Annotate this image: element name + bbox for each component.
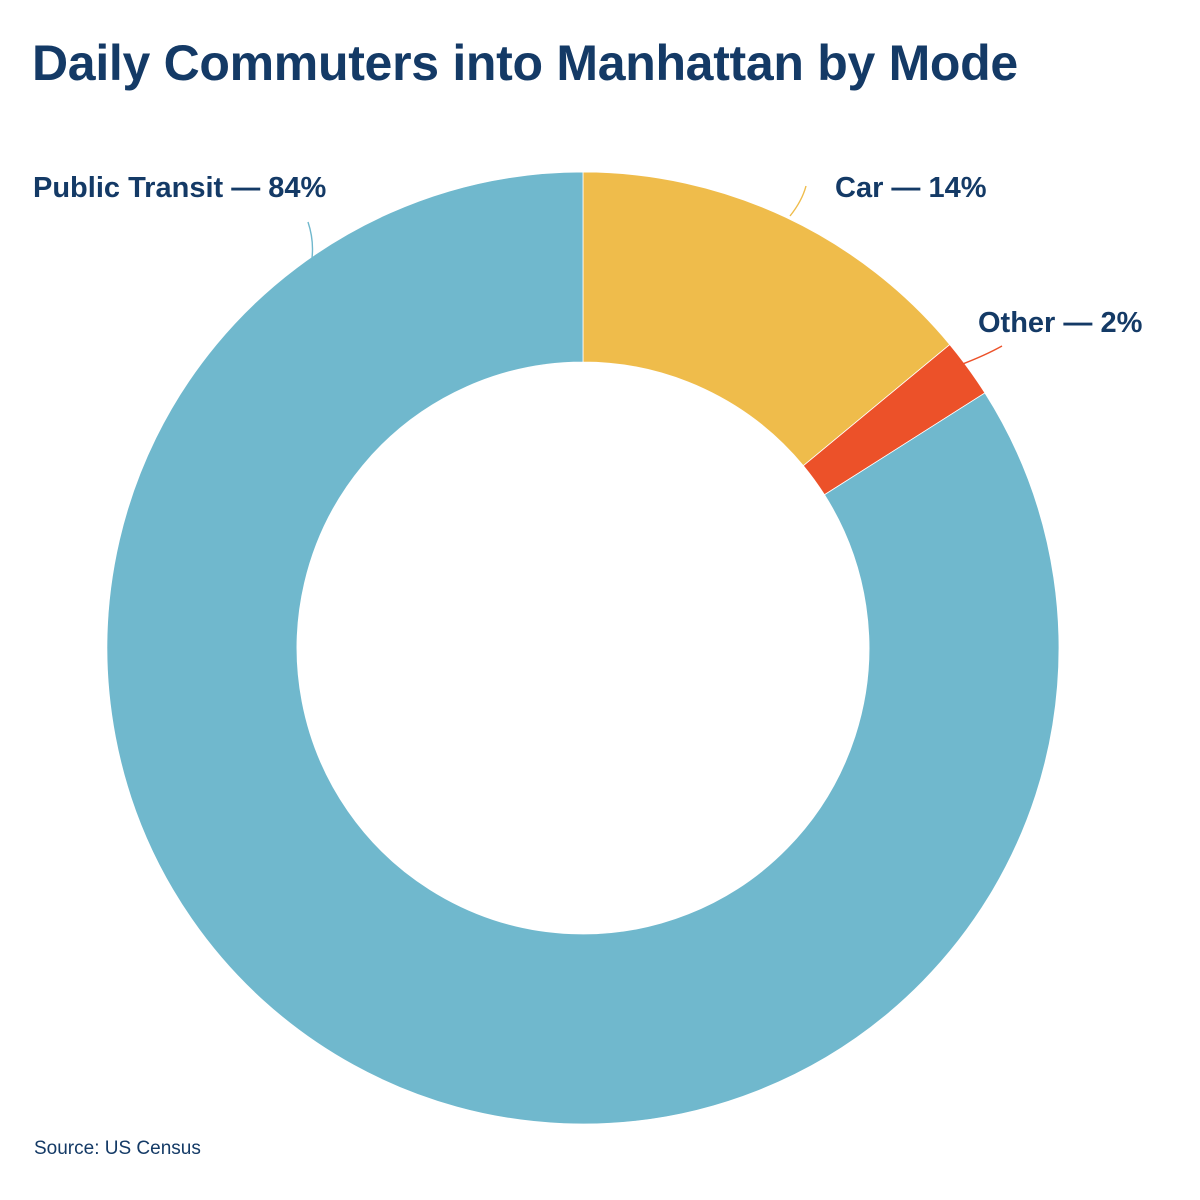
slice-label-public-transit: Public Transit — 84% — [33, 172, 327, 204]
leader-line-public-transit — [307, 221, 314, 259]
leader-line-car — [789, 185, 807, 217]
slice-car — [582, 171, 951, 467]
chart-title: Daily Commuters into Manhattan by Mode — [32, 35, 1018, 91]
slice-label-other: Other — 2% — [978, 307, 1143, 339]
slice-public-transit — [106, 171, 1060, 1125]
donut-slices — [106, 171, 1060, 1125]
leader-line-other — [959, 345, 1003, 366]
slice-label-car: Car — 14% — [835, 172, 987, 204]
label-leader-lines — [307, 185, 1003, 366]
source-note: Source: US Census — [34, 1138, 201, 1159]
